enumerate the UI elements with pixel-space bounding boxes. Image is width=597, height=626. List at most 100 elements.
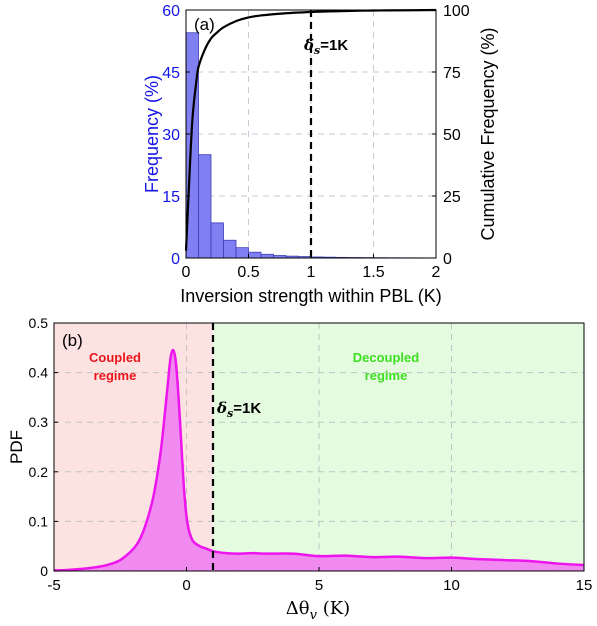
pdf-bar [194,543,198,571]
panel-a-left-ticks: 0 15 30 45 60 [162,3,190,268]
pdf-bar [557,563,561,571]
pdf-bar [223,552,227,571]
histogram-bar [260,253,274,259]
pdf-bar [390,556,394,571]
pdf-bar [525,560,529,571]
pdf-bar [456,557,460,571]
histogram-bar [248,251,262,259]
panel-a: 0 15 30 45 60 0 25 50 75 100 0 0.5 1 1.5 2 (a) δs=1K… [142,3,498,306]
decoupled-region-label-line2: regime [365,368,408,383]
pdf-bar [438,557,442,571]
pdf-bar [162,422,166,571]
pdf-bar [271,553,275,571]
pdf-bar [520,560,524,571]
panel-b-x-ticks: -5 0 5 10 15 [47,567,592,594]
x-tick-label: 5 [315,577,323,594]
pdf-bar [401,556,405,571]
pdf-bar [531,561,534,571]
pdf-bar [578,564,582,571]
pdf-bar [562,563,566,571]
pdf-bar [411,557,415,571]
pdf-bar [454,557,458,571]
panel-b-y-axis-label: PDF [7,430,26,464]
pdf-bar [252,553,256,571]
pdf-bar [364,556,367,571]
pdf-bar [101,565,105,571]
panel-b-x-axis-label: Δθv (K) [286,598,350,623]
pdf-bar [99,566,102,571]
pdf-bar [491,559,495,571]
panel-a-x-ticks: 0 0.5 1 1.5 2 [182,254,441,281]
panel-a-threshold-label: δs=1K [303,36,348,57]
pdf-bar [128,552,132,571]
pdf-bar [133,546,137,571]
pdf-bar [475,559,479,571]
histogram-bar [223,239,237,259]
y-tick-label: 45 [162,65,180,82]
x-tick-label: 0 [182,577,190,594]
pdf-bar [313,555,317,571]
pdf-bar [512,560,516,571]
pdf-bar [120,558,124,571]
coupled-region-label-line2: regime [94,368,137,383]
pdf-bar [207,549,211,571]
pdf-bar [107,564,110,571]
pdf-bar [329,555,333,571]
pdf-bar [425,558,428,571]
pdf-bar [215,551,219,571]
pdf-bar [422,558,426,571]
y2-tick-label: 25 [443,189,461,206]
pdf-bar [273,553,277,571]
pdf-bar [244,553,248,571]
pdf-bar [324,555,328,571]
x-tick-label: 10 [443,577,460,594]
pdf-bar [276,553,280,571]
pdf-bar [268,553,272,571]
pdf-bar [281,553,285,571]
pdf-bar [493,559,497,571]
pdf-bar [409,557,413,571]
pdf-bar [480,559,484,571]
histogram-bar [235,247,249,259]
pdf-bar [377,556,381,571]
pdf-bar [342,555,346,571]
pdf-bar [247,553,251,571]
x-tick-label: 1 [307,264,316,281]
pdf-bar [570,564,574,571]
pdf-bar [427,558,431,571]
pdf-bar [91,567,95,571]
y2-tick-label: 100 [443,3,470,20]
pdf-bar [303,554,307,571]
pdf-bar [202,547,206,571]
panel-b-regions [54,323,584,571]
pdf-bar [141,531,145,571]
pdf-bar [144,524,148,571]
y2-tick-label: 50 [443,127,461,144]
panel-b-threshold-label: δs=1K [216,399,261,420]
pdf-bar [369,557,373,571]
pdf-bar [114,561,118,571]
pdf-bar [470,558,473,571]
pdf-bar [321,556,325,571]
pdf-bar [152,496,155,571]
pdf-bar [287,553,291,571]
pdf-bar [483,559,487,571]
pdf-bar [496,559,500,571]
pdf-bar [565,564,569,571]
pdf-bar [504,560,508,571]
pdf-bar [88,567,92,571]
pdf-bar [472,558,476,571]
pdf-bar [260,553,264,571]
pdf-bar [549,562,553,571]
pdf-bar [332,555,336,571]
pdf-bar [112,562,116,571]
pdf-bar [398,556,402,571]
panel-a-y-axis-label: Frequency (%) [142,75,162,193]
pdf-bar [467,558,471,571]
pdf-bar [109,563,113,571]
pdf-bar [308,555,312,571]
pdf-bar [311,555,314,571]
pdf-bar [236,553,240,571]
pdf-bar [218,552,222,571]
